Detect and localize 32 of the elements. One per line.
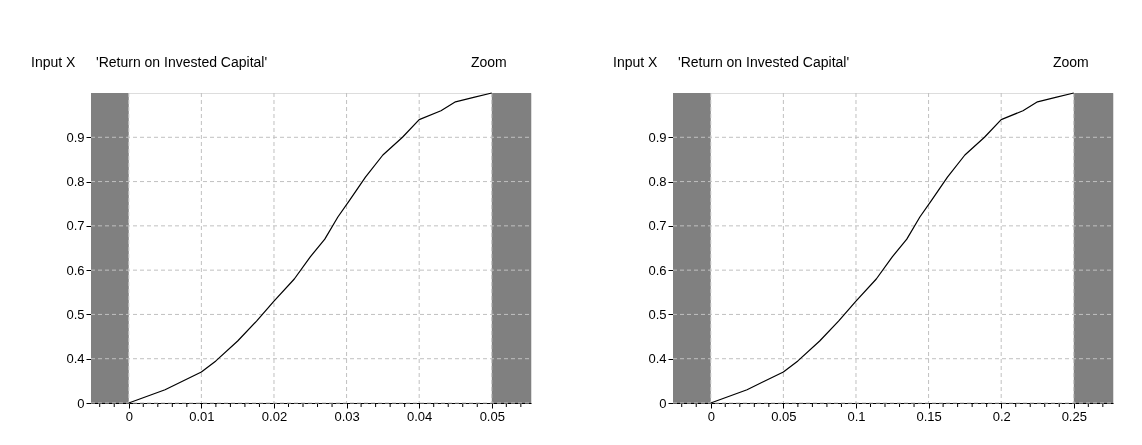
y-tick-label: 0.6	[648, 262, 667, 278]
y-tick-label: 0.8	[66, 174, 85, 190]
y-tick-label: 0	[77, 395, 85, 411]
text: Zoom	[471, 54, 507, 70]
x-tick-label: 0.05	[479, 408, 505, 424]
x-tick-label: 0.01	[189, 408, 215, 424]
y-tick-label: 0.8	[648, 174, 667, 190]
x-tick-label: 0.03	[334, 408, 360, 424]
x-tick-label: 0.02	[261, 408, 288, 424]
x-tick-label: 0.05	[771, 408, 797, 424]
y-tick-label: 0.9	[648, 129, 667, 145]
y-tick-label: 0.7	[648, 218, 667, 234]
x-tick-label: 0.25	[1061, 408, 1087, 424]
x-tick-label: 0.2	[992, 408, 1011, 424]
x-tick-label: 0.1	[847, 408, 866, 424]
text: Zoom	[1053, 54, 1089, 70]
x-tick-label: 0.15	[916, 408, 942, 424]
x-tick-label: 0	[707, 408, 715, 424]
chart-title: 'Return on Invested Capital'	[678, 54, 850, 70]
y-tick-label: 0.5	[648, 306, 667, 322]
y-tick-label: 0.5	[66, 306, 85, 322]
chart-title: 'Return on Invested Capital'	[96, 54, 268, 70]
y-tick-label: 0	[659, 395, 667, 411]
x-tick-label: 0	[125, 408, 133, 424]
y-tick-label: 0.6	[66, 262, 85, 278]
x-tick-label: 0.04	[407, 408, 433, 424]
y-tick-label: 0.4	[648, 351, 667, 367]
text: Input X	[613, 54, 659, 70]
y-tick-label: 0.9	[66, 129, 85, 145]
y-tick-label: 0.4	[66, 351, 85, 367]
y-tick-label: 0.7	[66, 218, 85, 234]
text: Input X	[31, 54, 77, 70]
